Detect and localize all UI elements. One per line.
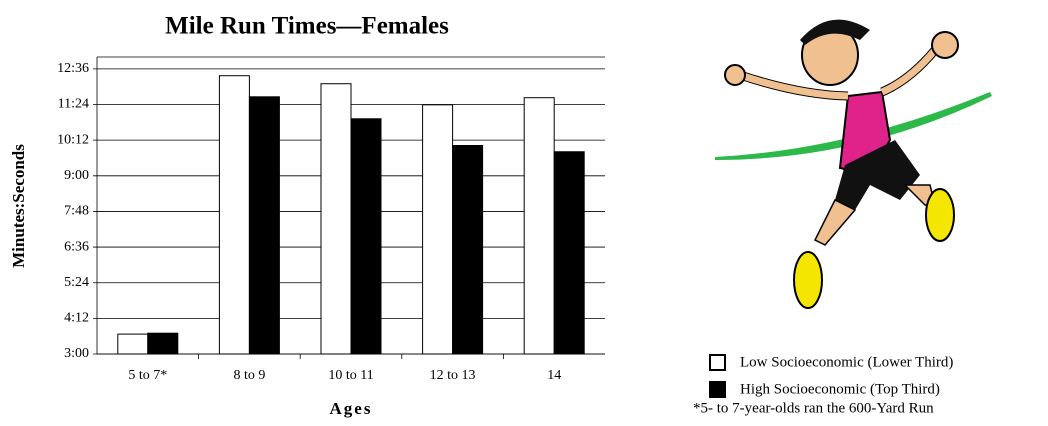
y-tick-label: 6:36 (64, 239, 89, 254)
bar (248, 96, 280, 355)
y-axis-label: Minutes:Seconds (9, 144, 28, 268)
legend-swatch (709, 381, 726, 398)
bar (320, 83, 352, 355)
chart-title: Mile Run Times—Females (165, 13, 449, 40)
x-tick-label: 14 (547, 368, 561, 383)
footnote: *5- to 7-year-olds ran the 600-Yard Run (693, 400, 934, 416)
y-tick-label: 11:24 (58, 97, 89, 112)
bar (350, 118, 382, 355)
runner-illustration (715, 19, 992, 309)
x-axis-label: Ages (330, 399, 373, 418)
legend-label: Low Socioeconomic (Lower Third) (740, 354, 953, 370)
bar (422, 104, 454, 355)
bar (147, 332, 179, 355)
y-tick-label: 9:00 (64, 168, 89, 183)
x-tick-label: 10 to 11 (328, 368, 373, 383)
bar (553, 151, 585, 355)
legend-label: High Socioeconomic (Top Third) (740, 381, 940, 397)
y-tick-label: 7:48 (64, 204, 89, 219)
y-tick-label: 12:36 (57, 61, 89, 76)
y-tick-label: 4:12 (64, 311, 89, 326)
bar (117, 333, 149, 355)
bar (523, 97, 555, 355)
y-tick-label: 10:12 (57, 132, 89, 147)
legend-swatch (709, 354, 726, 371)
x-tick-label: 5 to 7* (128, 368, 167, 383)
y-tick-label: 5:24 (64, 275, 89, 290)
x-tick-label: 12 to 13 (430, 368, 476, 383)
bar (218, 75, 250, 355)
y-tick-label: 3:00 (64, 346, 89, 361)
x-tick-label: 8 to 9 (233, 368, 265, 383)
bar (452, 145, 484, 355)
